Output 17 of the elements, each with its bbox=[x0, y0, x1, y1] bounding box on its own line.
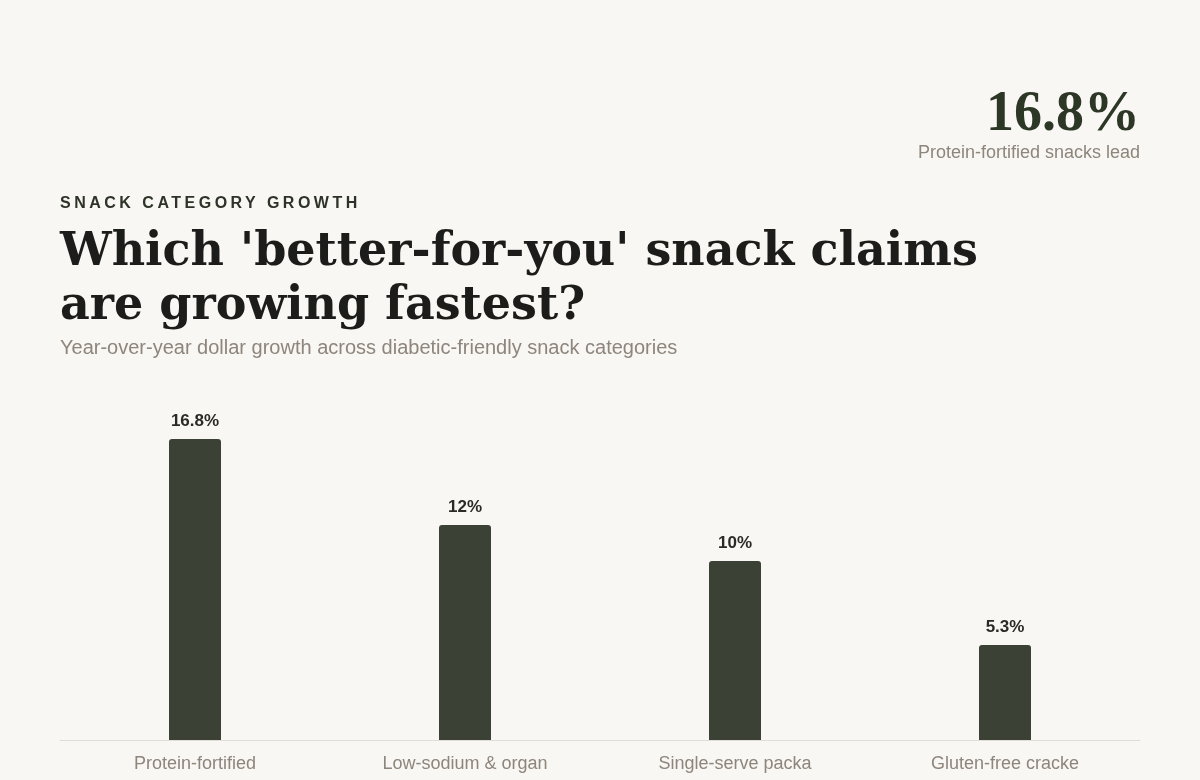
data-label: 12% bbox=[447, 497, 483, 517]
text: Protein-fortified snacks lead bbox=[917, 142, 1140, 163]
data-label: 5.3% bbox=[985, 617, 1025, 637]
bar bbox=[169, 439, 221, 740]
text: 16.8% bbox=[985, 80, 1140, 142]
bar bbox=[439, 525, 491, 740]
x-tick-label: Protein-fortified bbox=[133, 753, 257, 773]
chart-subtitle: Year-over-year dollar growth across diabetic-friendly snack categories bbox=[60, 336, 678, 359]
data-label: 10% bbox=[717, 532, 753, 552]
bar bbox=[709, 560, 761, 740]
text: SNACK CATEGORY GROWTH bbox=[60, 194, 361, 212]
data-label: 16.8% bbox=[170, 411, 220, 431]
x-tick-label: Single-serve packa bbox=[658, 753, 813, 773]
x-tick-label: Gluten-free cracke bbox=[930, 753, 1080, 773]
x-tick-label: Low-sodium & organ bbox=[382, 753, 548, 773]
bar bbox=[979, 645, 1031, 740]
chart-title: Which 'better-for-you' snack claims are growing fastest? bbox=[60, 222, 979, 330]
